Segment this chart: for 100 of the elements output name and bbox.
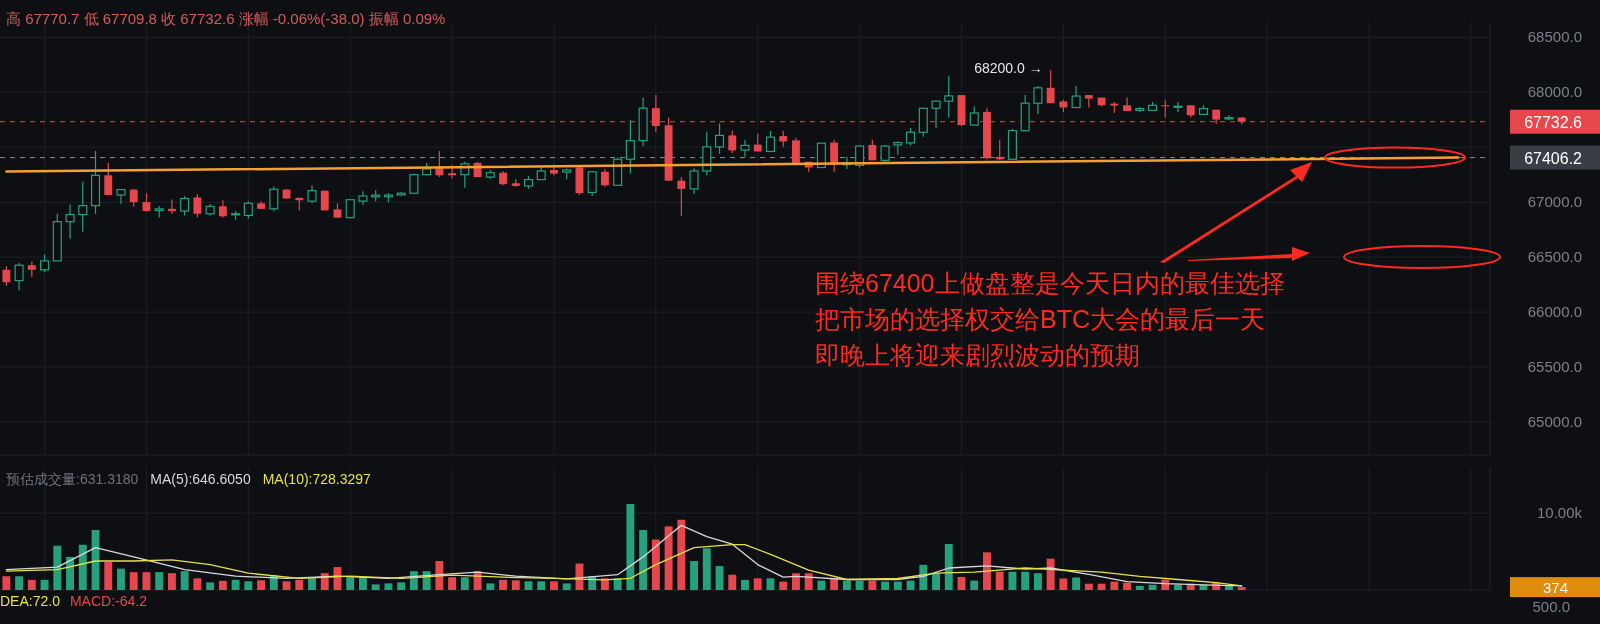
bar [15,576,24,590]
y-tick-label: 67000.0 [1527,193,1582,211]
candlestick [14,262,24,291]
bar [562,583,571,590]
bar [537,581,546,590]
candlestick [1173,101,1183,113]
candlestick [65,203,75,240]
y-tick-label: 66000.0 [1527,303,1582,321]
bar [1174,584,1182,590]
candlestick [104,162,113,196]
bar [486,583,495,590]
bar [893,581,902,590]
bar [1224,585,1233,590]
y-tick-label: 68000.0 [1527,83,1582,101]
bar [499,579,507,590]
bar [728,574,737,590]
candlestick [587,171,597,197]
bar [53,545,62,590]
bar [932,573,940,590]
candlestick [1046,69,1055,104]
candlestick [180,195,190,217]
bar [855,580,864,590]
bar [779,581,788,590]
text: 374 [1542,579,1568,597]
bar [66,556,74,590]
candlestick [448,164,457,179]
annotation: 围绕67400上做盘整是今天日内的最佳选择 [815,269,1285,297]
bar [1110,581,1119,590]
bar [626,503,635,590]
y-tick-label: 65000.0 [1527,413,1582,431]
bar [40,579,49,590]
candlestick [714,122,725,155]
bar [308,577,316,590]
candlestick [2,265,11,287]
bar [1059,578,1068,590]
bar [295,579,304,590]
candlestick [918,107,928,138]
bar [129,572,138,590]
candlestick [167,198,176,215]
bar [741,579,749,590]
text: MA(10):728.3297 [262,471,372,487]
bar [206,582,215,590]
bar [1072,577,1081,590]
annotation: 预估成交量:631.3180 [6,471,139,487]
bar [881,581,890,590]
bar [359,577,367,590]
annotation: 即晚上将迎来剧烈波动的预期 [815,341,1140,369]
candlestick [740,139,750,158]
candlestick [269,185,279,212]
bar [167,573,176,590]
ref-line-label: 67732.6 [1524,113,1583,131]
bar [384,583,393,590]
ref-line-label: 67406.2 [1524,149,1583,167]
bar [397,582,406,590]
bar [690,561,699,590]
bar [1123,582,1131,590]
text: MA(5):646.6050 [150,471,251,487]
candlestick [969,105,979,126]
bar [1084,583,1093,590]
annotation: 高 67770.7 低 67709.8 收 67732.6 涨幅 -0.06%(-38.0) 振幅 0.09% [6,10,446,27]
candlestick [307,184,317,204]
bar [868,580,877,590]
bar [282,581,291,590]
candlestick [728,130,737,154]
bar [804,573,813,590]
candlestick [193,193,202,218]
bar [104,562,113,590]
bar [1237,587,1246,590]
candlestick [78,181,88,233]
bar [1097,583,1106,590]
bar [664,526,673,590]
bar [970,580,979,590]
candlestick [765,130,776,153]
bar [448,577,457,590]
bar [244,581,253,590]
bar [155,572,164,590]
bar [766,578,775,590]
bar [193,578,202,590]
y-tick-label: 10.00k [1536,504,1583,522]
bar [231,579,240,590]
bar [944,543,953,590]
bar [346,577,355,590]
bar [1046,558,1055,590]
bar [524,581,533,590]
bar [983,552,991,590]
bar [117,568,125,590]
candlestick [1071,85,1081,109]
bar [842,580,851,590]
bar [702,548,711,590]
y-tick-label: 66500.0 [1527,248,1582,266]
bar [753,578,762,590]
text: 500.0 [1532,598,1570,615]
bar [371,584,380,590]
bar [1033,573,1042,590]
bar [550,581,558,590]
candlestick [142,192,151,213]
bar [1008,571,1017,590]
bar [817,580,826,590]
bar [995,571,1004,590]
bar [791,573,800,590]
